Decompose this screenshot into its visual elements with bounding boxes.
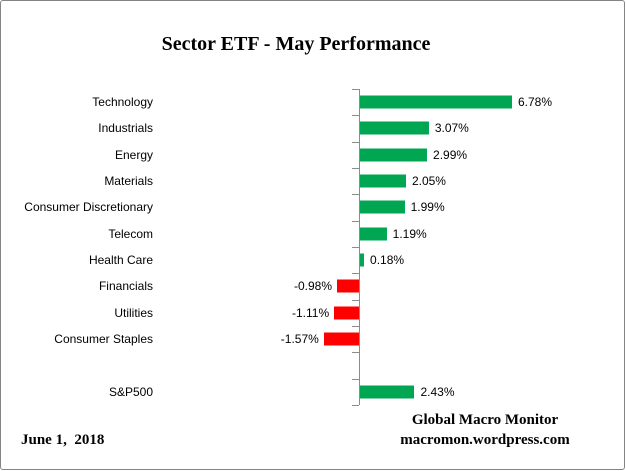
category-label: Telecom xyxy=(108,226,153,241)
chart-title: Sector ETF - May Performance xyxy=(161,33,431,55)
value-label: -0.98% xyxy=(294,279,333,294)
bar-positive xyxy=(360,121,429,135)
axis-tick xyxy=(352,89,359,90)
value-label: 1.99% xyxy=(410,200,445,215)
category-label: S&P500 xyxy=(108,384,153,399)
axis-tick xyxy=(352,167,359,169)
bar-positive xyxy=(360,385,415,399)
chart-row: Industrials 3.07% xyxy=(1,115,624,141)
value-label: 2.05% xyxy=(411,174,446,189)
category-label: Industrials xyxy=(98,121,153,136)
chart-row: S&P500 2.43% xyxy=(1,379,624,405)
plot-area: Technology 6.78% Industrials 3.07% Energy 2.9… xyxy=(1,89,624,406)
axis-tick xyxy=(352,194,359,196)
bar-negative xyxy=(337,279,359,293)
value-label: -1.11% xyxy=(291,305,330,320)
bar-positive xyxy=(360,200,405,214)
chart-row: Consumer Staples -1.57% xyxy=(1,326,624,352)
category-label: Health Care xyxy=(88,253,153,268)
category-label: Consumer Staples xyxy=(54,332,153,347)
chart-row xyxy=(1,352,624,378)
axis-tick xyxy=(352,246,359,248)
axis-tick xyxy=(352,141,359,143)
bar-positive xyxy=(360,174,406,188)
value-label: 3.07% xyxy=(434,121,469,136)
bar-negative xyxy=(334,306,359,320)
axis-tick xyxy=(352,404,359,406)
axis-tick xyxy=(352,325,359,327)
axis-tick xyxy=(352,352,359,354)
chart-row: Technology 6.78% xyxy=(1,89,624,115)
category-label: Utilities xyxy=(114,305,153,320)
axis-tick xyxy=(352,273,359,275)
source-annotation: Global Macro Monitor macromon.wordpress.… xyxy=(359,410,611,450)
value-label: 1.19% xyxy=(392,226,427,241)
axis-tick xyxy=(352,378,359,380)
value-label: -1.57% xyxy=(280,332,319,347)
chart-row: Utilities -1.11% xyxy=(1,300,624,326)
value-label: 2.99% xyxy=(433,147,468,162)
chart-row: Financials -0.98% xyxy=(1,273,624,299)
source-line-1: Global Macro Monitor xyxy=(411,412,559,428)
category-label: Financials xyxy=(98,279,153,294)
value-label: 6.78% xyxy=(518,95,553,110)
chart-row: Telecom 1.19% xyxy=(1,221,624,247)
category-label: Technology xyxy=(92,95,153,110)
axis-tick xyxy=(352,299,359,301)
bar-positive xyxy=(360,253,365,267)
category-label: Energy xyxy=(114,147,153,162)
value-label: 0.18% xyxy=(370,253,405,268)
chart-row: Health Care 0.18% xyxy=(1,247,624,273)
bar-positive xyxy=(360,95,512,109)
category-label: Materials xyxy=(104,174,153,189)
chart-row: Consumer Discretionary 1.99% xyxy=(1,194,624,220)
source-line-2: macromon.wordpress.com xyxy=(400,432,570,448)
bar-negative xyxy=(323,332,359,346)
chart-row: Materials 2.05% xyxy=(1,168,624,194)
axis-tick xyxy=(352,115,359,117)
chart-row: Energy 2.99% xyxy=(1,142,624,168)
bar-positive xyxy=(360,227,387,241)
bar-positive xyxy=(360,148,428,162)
value-label: 2.43% xyxy=(420,384,455,399)
value-axis xyxy=(359,89,360,405)
date-annotation: June 1, 2018 xyxy=(21,432,105,448)
category-label: Consumer Discretionary xyxy=(24,200,153,215)
axis-tick xyxy=(352,220,359,222)
